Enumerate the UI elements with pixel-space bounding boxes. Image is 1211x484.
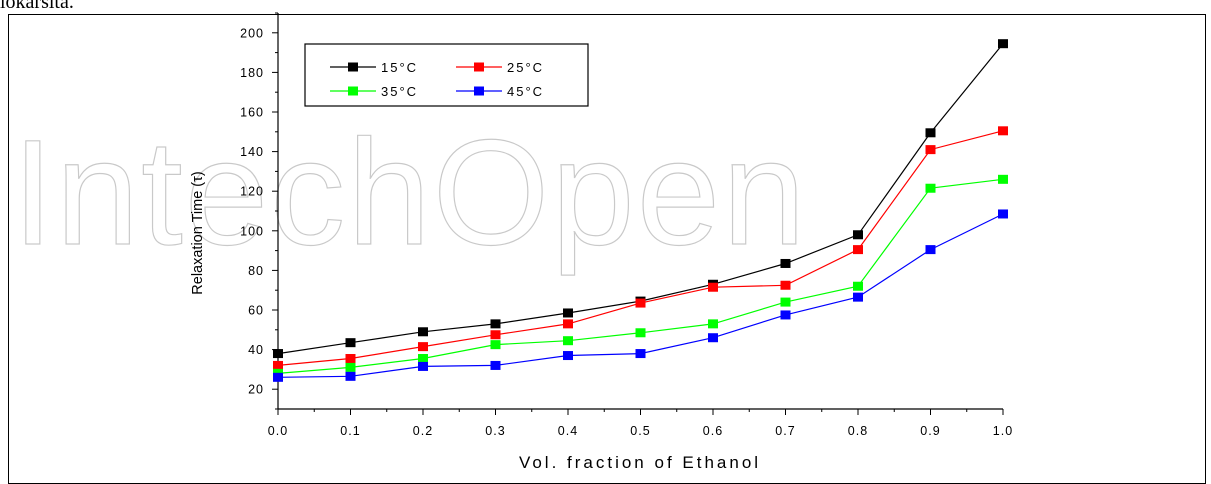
data-point (345, 354, 356, 364)
data-point (418, 327, 428, 337)
legend-marker (348, 62, 358, 72)
data-point (780, 310, 791, 320)
series-3 (273, 209, 1008, 382)
y-tick-label: 180 (240, 66, 264, 80)
data-point (853, 292, 863, 302)
data-point (708, 282, 718, 292)
x-tick-label: 0.8 (848, 424, 868, 438)
x-tick-label: 0.0 (268, 424, 288, 438)
data-point (563, 336, 573, 346)
data-point (853, 281, 863, 291)
legend-label: 35°C (381, 84, 418, 99)
legend-label: 15°C (381, 60, 418, 75)
data-point (998, 39, 1008, 49)
data-point (418, 342, 428, 352)
data-point (345, 371, 356, 381)
data-point (925, 145, 936, 155)
y-tick-label: 100 (240, 224, 264, 238)
legend-marker (348, 86, 358, 96)
series-1 (273, 126, 1008, 370)
x-tick-label: 0.9 (920, 424, 940, 438)
data-point (490, 319, 501, 329)
data-point (273, 372, 283, 382)
y-tick-label: 160 (240, 106, 264, 120)
data-point (998, 126, 1008, 136)
x-tick-label: 0.3 (485, 424, 505, 438)
chart-series-layer (273, 39, 1008, 382)
data-point (635, 349, 646, 359)
data-point (563, 319, 573, 329)
data-point (925, 183, 936, 193)
data-point (708, 319, 718, 329)
legend-label: 25°C (507, 60, 544, 75)
data-point (490, 330, 501, 340)
x-tick-label: 0.1 (340, 424, 360, 438)
legend-marker (474, 62, 484, 72)
x-axis-title: Vol. fraction of Ethanol (519, 453, 761, 472)
y-tick-label: 140 (240, 145, 264, 159)
y-tick-label: 60 (248, 304, 264, 318)
x-tick-label: 0.6 (703, 424, 723, 438)
y-axis-title: Relaxation Time (τ) (190, 171, 206, 294)
legend-label: 45°C (507, 84, 544, 99)
data-point (853, 245, 863, 255)
chart-legend: 15°C 25°C 35°C 45°C (304, 43, 589, 107)
y-tick-label: 80 (248, 264, 264, 278)
data-point (345, 338, 356, 348)
y-tick-label: 40 (248, 343, 264, 357)
watermark-logo: IntechOpen (12, 108, 808, 276)
data-point (563, 308, 573, 318)
data-point (345, 362, 356, 372)
chart-axes: 0.0 0.1 0.2 0.3 0.4 0.5 0.6 0.7 0.8 0.9 1.0 20 40 60 8… (240, 12, 1013, 438)
data-point (780, 280, 791, 290)
data-point (273, 349, 283, 359)
legend-box (304, 43, 589, 107)
data-point (635, 328, 646, 338)
data-point (925, 245, 936, 255)
data-point (418, 361, 428, 371)
y-tick-label: 200 (240, 26, 264, 40)
x-tick-label: 0.5 (630, 424, 650, 438)
data-point (490, 360, 501, 370)
data-point (708, 333, 718, 343)
data-point (998, 174, 1008, 184)
data-point (418, 354, 428, 364)
data-point (780, 297, 791, 307)
legend-marker (474, 86, 484, 96)
x-tick-label: 0.7 (775, 424, 795, 438)
x-tick-label: 0.2 (413, 424, 433, 438)
data-point (563, 351, 573, 361)
x-tick-label: 0.4 (558, 424, 578, 438)
x-tick-label: 1.0 (993, 424, 1013, 438)
page-top-text: lokarsita. (0, 0, 74, 13)
data-point (925, 128, 936, 138)
data-point (273, 360, 283, 370)
data-point (853, 230, 863, 240)
data-point (490, 340, 501, 350)
data-point (998, 209, 1008, 219)
data-point (780, 258, 791, 268)
data-point (635, 298, 646, 308)
y-tick-label: 120 (240, 185, 264, 199)
series-2 (273, 174, 1008, 378)
y-tick-label: 20 (248, 383, 264, 397)
